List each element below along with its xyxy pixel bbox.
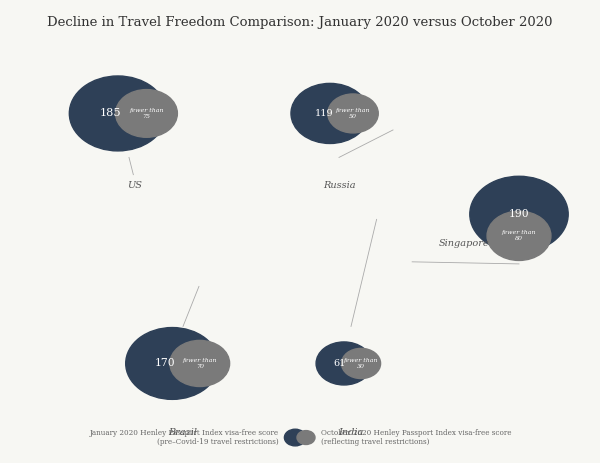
Text: 119: 119 xyxy=(315,109,334,118)
Text: fewer than
50: fewer than 50 xyxy=(336,108,370,119)
Circle shape xyxy=(470,176,568,252)
Circle shape xyxy=(70,76,166,151)
Text: 61: 61 xyxy=(334,359,346,368)
Circle shape xyxy=(341,348,380,379)
Circle shape xyxy=(284,429,306,446)
Text: US: US xyxy=(128,181,142,190)
Circle shape xyxy=(126,327,219,400)
Circle shape xyxy=(316,342,372,385)
Text: Brazil: Brazil xyxy=(169,428,197,438)
Text: 185: 185 xyxy=(100,108,121,119)
Text: 170: 170 xyxy=(155,358,176,369)
Circle shape xyxy=(297,431,315,444)
Circle shape xyxy=(328,94,378,133)
Circle shape xyxy=(487,211,551,261)
Text: fewer than
70: fewer than 70 xyxy=(182,358,217,369)
Text: fewer than
80: fewer than 80 xyxy=(502,231,536,241)
Text: Decline in Travel Freedom Comparison: January 2020 versus October 2020: Decline in Travel Freedom Comparison: Ja… xyxy=(47,16,553,29)
Text: fewer than
30: fewer than 30 xyxy=(344,358,378,369)
Circle shape xyxy=(170,340,230,387)
Text: Singapore: Singapore xyxy=(439,238,489,248)
Text: 190: 190 xyxy=(509,209,529,219)
Circle shape xyxy=(291,83,369,144)
Text: Russia: Russia xyxy=(323,181,355,190)
Text: India: India xyxy=(338,428,364,438)
Text: October 2020 Henley Passport Index visa-free score
(reflecting travel restrictio: October 2020 Henley Passport Index visa-… xyxy=(321,429,511,446)
Text: fewer than
75: fewer than 75 xyxy=(129,108,164,119)
Circle shape xyxy=(116,89,178,138)
Text: January 2020 Henley Passport Index visa-free score
(pre–Covid-19 travel restrict: January 2020 Henley Passport Index visa-… xyxy=(89,429,278,446)
